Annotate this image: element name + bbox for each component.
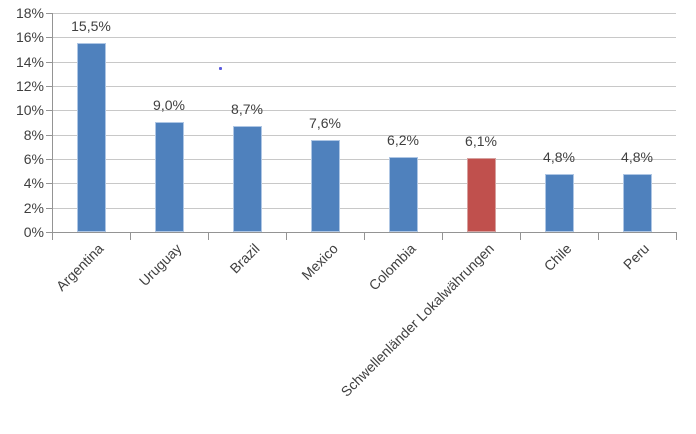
x-axis-category-label: Argentina [52, 240, 107, 294]
bar-brazil [233, 126, 262, 232]
x-axis-tick [364, 233, 365, 240]
y-axis-tick [46, 135, 52, 136]
x-axis-tick [676, 233, 677, 240]
x-axis-category-label: Schwellenländer Lokalwährungen [337, 240, 497, 400]
y-axis-tick-label: 16% [15, 29, 44, 45]
y-axis-tick [46, 183, 52, 184]
bar-value-label: 9,0% [153, 97, 185, 113]
x-axis-tick [520, 233, 521, 240]
y-axis-tick [46, 62, 52, 63]
x-axis-category-label: Chile [540, 240, 575, 275]
bar-value-label: 7,6% [309, 115, 341, 131]
x-axis-tick [130, 233, 131, 240]
y-axis-line [52, 13, 53, 233]
bar-mexico [311, 140, 340, 232]
gridline [52, 62, 676, 63]
y-axis-tick [46, 232, 52, 233]
x-axis-category-label: Uruguay [135, 240, 185, 290]
y-axis-tick [46, 86, 52, 87]
bar-value-label: 8,7% [231, 101, 263, 117]
y-axis-tick [46, 159, 52, 160]
y-axis-tick-label: 14% [15, 54, 44, 70]
x-axis-category-label: Colombia [365, 240, 419, 294]
x-axis-tick [442, 233, 443, 240]
bar-uruguay [155, 122, 184, 232]
stray-dot-artifact [219, 67, 222, 70]
x-axis-category-label: Mexico [297, 240, 341, 283]
bar-value-label: 4,8% [621, 149, 653, 165]
x-axis-tick [598, 233, 599, 240]
bar-schwellenl-nder-lokalw-hrungen [467, 158, 496, 232]
gridline [52, 135, 676, 136]
gridline [52, 86, 676, 87]
bar-value-label: 6,1% [465, 133, 497, 149]
gridline [52, 110, 676, 111]
x-axis-tick [208, 233, 209, 240]
y-axis-tick-label: 2% [23, 200, 44, 216]
y-axis-tick-label: 0% [23, 224, 44, 240]
gridline [52, 13, 676, 14]
y-axis-tick [46, 13, 52, 14]
gridline [52, 37, 676, 38]
y-axis-tick-label: 10% [15, 102, 44, 118]
x-axis-category-label: Brazil [226, 240, 263, 277]
gridline [52, 183, 676, 184]
bar-peru [623, 174, 652, 232]
y-axis-tick [46, 110, 52, 111]
y-axis-tick-label: 6% [23, 151, 44, 167]
y-axis-tick [46, 208, 52, 209]
x-axis-tick [52, 233, 53, 240]
y-axis-tick-label: 12% [15, 78, 44, 94]
gridline [52, 208, 676, 209]
bar-value-label: 4,8% [543, 149, 575, 165]
y-axis-tick [46, 37, 52, 38]
y-axis-tick-label: 8% [23, 127, 44, 143]
x-axis-line [52, 232, 677, 233]
y-axis-tick-label: 4% [23, 175, 44, 191]
bar-value-label: 6,2% [387, 132, 419, 148]
gridline [52, 159, 676, 160]
bar-value-label: 15,5% [71, 18, 111, 34]
bar-argentina [77, 43, 106, 232]
x-axis-category-label: Peru [620, 240, 653, 273]
y-axis-tick-label: 18% [15, 5, 44, 21]
bar-colombia [389, 157, 418, 232]
bar-chile [545, 174, 574, 232]
x-axis-tick [286, 233, 287, 240]
